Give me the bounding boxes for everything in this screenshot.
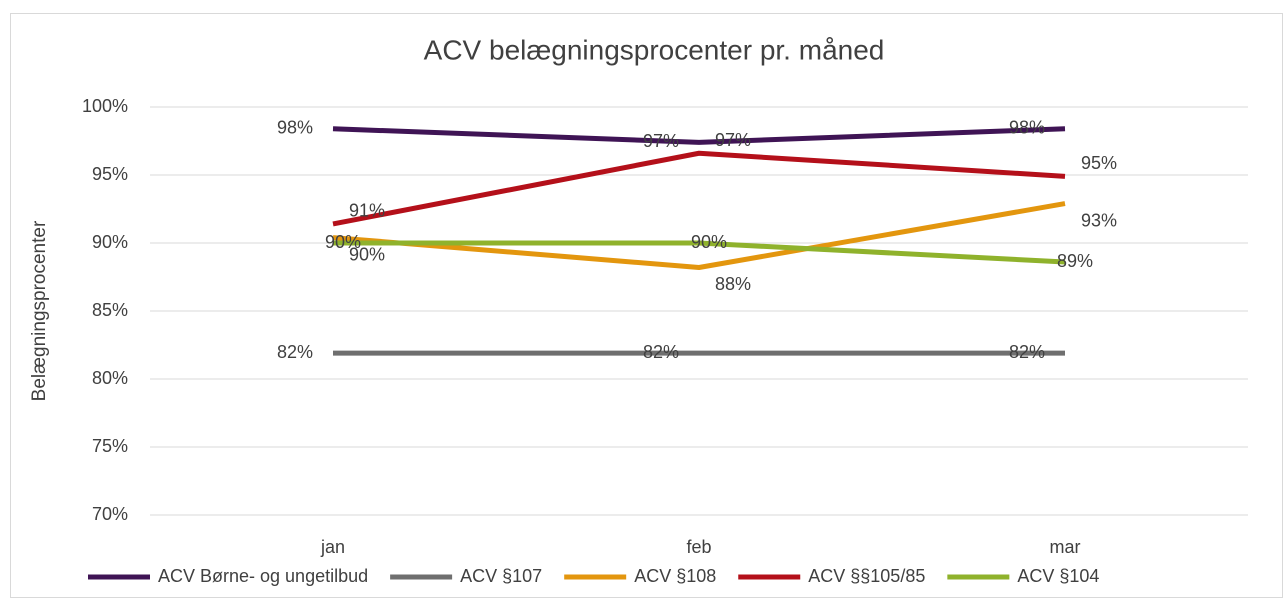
data-label: 88% <box>715 274 751 294</box>
y-tick-label: 85% <box>92 300 128 320</box>
series-line <box>332 126 1066 145</box>
legend-label: ACV Børne- og ungetilbud <box>158 566 368 586</box>
data-label: 97% <box>643 131 679 151</box>
data-label: 89% <box>1057 251 1093 271</box>
data-label: 82% <box>643 342 679 362</box>
chart-title: ACV belægningsprocenter pr. måned <box>424 34 885 65</box>
chart-frame <box>10 13 1283 598</box>
data-label: 91% <box>349 201 385 221</box>
legend-label: ACV §108 <box>634 566 716 586</box>
legend-label: ACV §107 <box>460 566 542 586</box>
data-label: 90% <box>349 244 385 264</box>
data-label: 98% <box>1009 118 1045 138</box>
y-tick-label: 95% <box>92 164 128 184</box>
y-tick-label: 75% <box>92 436 128 456</box>
y-tick-label: 70% <box>92 504 128 524</box>
x-tick-label: feb <box>686 537 711 557</box>
y-axis-label: Belægningsprocenter <box>29 220 50 401</box>
data-label: 82% <box>277 342 313 362</box>
data-label: 82% <box>1009 342 1045 362</box>
y-tick-label: 100% <box>82 96 128 116</box>
legend-label: ACV §§105/85 <box>808 566 925 586</box>
data-label: 90% <box>691 232 727 252</box>
x-tick-label: jan <box>320 537 345 557</box>
x-tick-label: mar <box>1050 537 1081 557</box>
legend-label: ACV §104 <box>1017 566 1099 586</box>
data-label: 97% <box>715 130 751 150</box>
data-label: 90% <box>325 232 361 252</box>
series-line <box>332 201 1066 270</box>
series-line <box>333 240 1066 265</box>
data-label: 95% <box>1081 153 1117 173</box>
series-line <box>332 150 1066 227</box>
data-label: 93% <box>1081 210 1117 230</box>
y-tick-label: 80% <box>92 368 128 388</box>
data-label: 98% <box>277 118 313 138</box>
y-tick-label: 90% <box>92 232 128 252</box>
